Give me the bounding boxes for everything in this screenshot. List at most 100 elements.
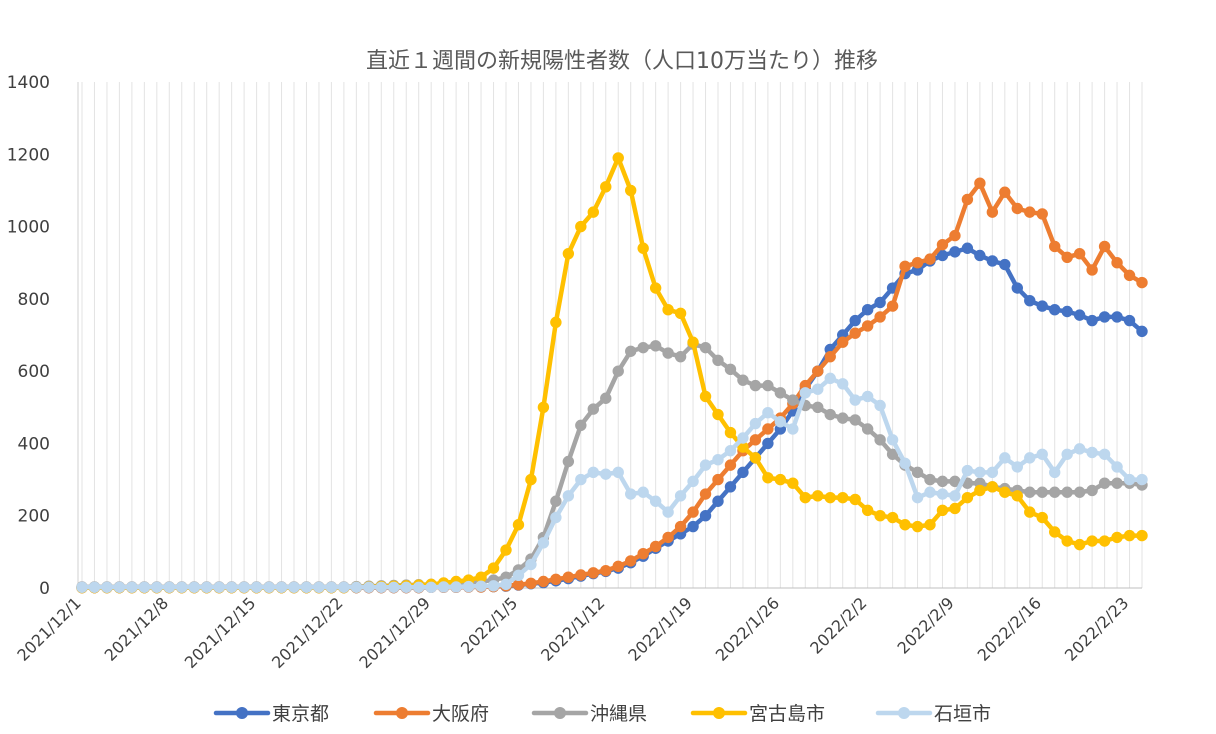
data-point [612,365,624,377]
x-tick-label: 2021/12/1 [13,593,84,664]
data-point [525,577,537,590]
data-point [649,340,662,352]
data-point [899,260,911,273]
data-point [1111,531,1123,544]
data-point [562,571,575,583]
data-point [849,493,861,506]
data-point [911,520,924,533]
data-point [874,399,886,412]
data-point [450,581,462,593]
data-point [1111,257,1123,269]
data-point [674,350,687,363]
legend-label: 沖縄県 [590,703,647,725]
data-point [600,392,612,404]
data-point [1136,529,1148,542]
data-point [525,473,537,486]
data-point [837,336,849,348]
data-point [699,510,712,522]
y-tick-label: 400 [18,434,50,454]
data-point [101,581,113,593]
data-point [550,316,562,329]
data-point [1011,490,1023,502]
x-tick-label: 2022/1/19 [624,593,695,664]
data-point [587,466,599,479]
x-tick-label: 2022/2/9 [894,593,958,657]
data-point [550,495,562,507]
data-point [812,490,824,502]
data-point [961,464,974,477]
data-point [88,581,101,593]
series-line [79,341,1145,590]
data-point [500,544,512,556]
data-point [1073,247,1086,260]
data-point [737,374,749,386]
data-point [462,580,475,593]
legend-marker-swatch [713,707,725,719]
y-tick-label: 200 [18,507,50,527]
data-point [113,581,126,593]
legend-label: 東京都 [272,703,329,725]
data-point [1036,448,1048,460]
y-tick-label: 600 [18,362,50,382]
data-point [737,432,749,444]
data-point [637,242,649,254]
data-point [849,414,861,426]
data-point [213,581,225,593]
data-point [999,452,1011,464]
data-point [1111,311,1123,323]
data-point [587,403,599,415]
data-point [774,473,787,486]
data-point [1024,452,1036,464]
data-point [762,423,774,435]
data-point [799,387,811,399]
x-tick-label: 2021/12/22 [268,593,347,672]
data-point [861,320,874,332]
data-point [774,416,787,428]
data-point [687,336,699,348]
data-point [687,506,699,518]
data-point [961,242,974,254]
data-point [749,434,762,446]
data-point [201,581,213,593]
legend-marker-swatch [396,707,408,719]
data-point [1086,535,1098,547]
data-point [674,520,687,533]
data-point [674,307,687,320]
data-point [275,581,288,593]
data-point [562,247,575,260]
data-point [176,581,188,593]
data-point [936,238,949,251]
data-point [824,491,836,504]
data-point [999,486,1011,498]
data-point [388,581,400,593]
data-point [749,452,762,464]
data-point [861,423,874,435]
data-point [799,491,811,504]
data-point [1086,314,1098,327]
data-point [1061,486,1073,498]
data-point [138,581,151,593]
data-point [762,407,774,419]
data-point [550,511,562,524]
data-point [625,184,637,197]
legend-item: 東京都 [213,703,329,725]
data-point [363,581,375,593]
y-tick-label: 800 [18,290,50,310]
data-point [525,558,537,571]
data-point [1011,282,1023,294]
data-point [986,255,999,267]
series-3 [76,338,1148,593]
data-point [1123,269,1136,282]
y-tick-label: 0 [39,579,50,599]
legend-item: 沖縄県 [531,703,647,725]
data-point [874,434,886,446]
data-point [550,573,562,586]
data-point [188,581,200,593]
data-point [1111,477,1123,489]
data-point [861,390,874,403]
data-point [874,510,886,522]
data-point [1061,535,1073,547]
x-tick-label: 2022/1/12 [537,593,608,664]
data-point [612,560,624,573]
